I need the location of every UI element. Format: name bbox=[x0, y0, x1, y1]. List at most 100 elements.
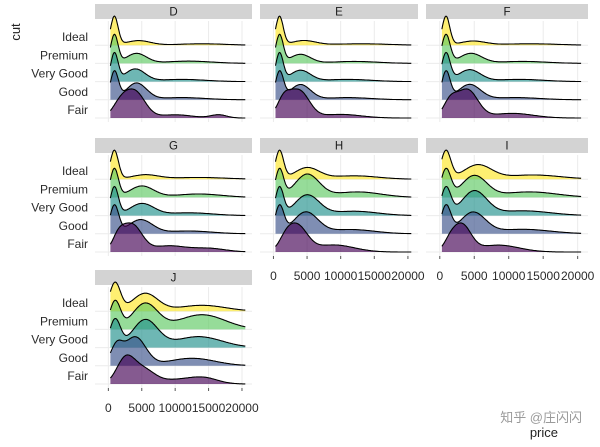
y-tick-label: Premium bbox=[40, 314, 88, 328]
facet-strip bbox=[95, 270, 252, 285]
facet-strip-label: D bbox=[169, 7, 177, 19]
ridge-area-ideal bbox=[441, 16, 582, 46]
ridge-area-fair bbox=[441, 222, 582, 252]
ridge-line-ideal bbox=[109, 149, 246, 180]
facet-strip bbox=[426, 138, 588, 153]
ridge-area-very-good bbox=[110, 318, 246, 348]
ridge-line-premium bbox=[109, 299, 246, 328]
y-tick-label: Very Good bbox=[31, 201, 88, 215]
y-tick-label: Ideal bbox=[62, 296, 88, 310]
facet-strip bbox=[260, 138, 418, 153]
x-tick-label: 15000 bbox=[527, 269, 561, 283]
ridge-line-ideal bbox=[274, 149, 412, 180]
ridge-line-good bbox=[109, 70, 246, 101]
ridge-line-ideal bbox=[441, 15, 582, 46]
x-tick-label: 5000 bbox=[294, 269, 321, 283]
ridge-area-very-good bbox=[441, 186, 582, 216]
ridge-line-premium bbox=[274, 33, 412, 64]
ridge-line-good bbox=[441, 70, 582, 101]
ridge-area-fair bbox=[275, 222, 412, 252]
ridge-area-premium bbox=[110, 34, 246, 64]
facet-strip-label: I bbox=[505, 141, 508, 153]
ridge-area-premium bbox=[275, 168, 412, 198]
ridge-line-fair bbox=[109, 354, 246, 385]
y-tick-label: Premium bbox=[40, 182, 88, 196]
y-tick-label: Fair bbox=[67, 369, 88, 383]
x-tick-label: 20000 bbox=[225, 401, 259, 415]
watermark-text: 知乎 @庄闪闪 bbox=[500, 410, 582, 425]
x-tick-label: 0 bbox=[270, 269, 277, 283]
ridge-area-good bbox=[441, 70, 582, 100]
ridge-area-good bbox=[275, 204, 412, 234]
ridge-area-ideal bbox=[275, 150, 412, 180]
ridge-line-premium bbox=[274, 167, 412, 198]
facet-strip bbox=[260, 4, 418, 19]
facet-strip-label: E bbox=[335, 7, 343, 19]
ridge-line-very-good bbox=[274, 51, 412, 83]
facet-strip-label: H bbox=[335, 141, 343, 153]
ridge-area-very-good bbox=[110, 52, 246, 82]
facet-strip bbox=[95, 138, 252, 153]
ridge-line-fair bbox=[275, 222, 412, 253]
ridge-line-good bbox=[274, 70, 412, 101]
ridge-line-premium bbox=[109, 33, 246, 64]
ridge-line-premium bbox=[441, 167, 582, 198]
facet-strip-label: F bbox=[503, 7, 510, 19]
facet-panel-F: F bbox=[426, 4, 588, 122]
ridge-area-ideal bbox=[110, 16, 246, 46]
ridge-line-fair bbox=[441, 222, 582, 253]
ridge-line-fair bbox=[441, 88, 582, 119]
facet-panels: D Ideal Premium Very Good Good Fair E F G Ideal Pr… bbox=[31, 4, 595, 415]
ridge-line-good bbox=[274, 204, 412, 235]
facet-strip-label: G bbox=[169, 141, 178, 153]
y-tick-label: Good bbox=[59, 351, 88, 365]
ridge-area-good bbox=[275, 70, 412, 100]
y-axis-title: cut bbox=[8, 23, 23, 41]
x-tick-label: 10000 bbox=[158, 401, 192, 415]
y-tick-label: Fair bbox=[67, 103, 88, 117]
y-tick-label: Ideal bbox=[62, 164, 88, 178]
ridge-line-ideal bbox=[274, 15, 412, 46]
ridge-line-good bbox=[441, 204, 582, 234]
ridge-area-ideal bbox=[441, 150, 582, 180]
facet-panel-E: E bbox=[260, 4, 418, 122]
ridge-area-very-good bbox=[110, 186, 246, 216]
ridge-area-very-good bbox=[275, 186, 412, 216]
ridge-area-fair bbox=[110, 222, 246, 252]
x-tick-label: 20000 bbox=[561, 269, 595, 283]
ridge-area-fair bbox=[110, 88, 246, 118]
ridge-area-ideal bbox=[275, 16, 412, 46]
ridge-area-fair bbox=[275, 88, 412, 118]
ridge-line-ideal bbox=[109, 15, 246, 46]
facet-strip bbox=[95, 4, 252, 19]
ridge-line-premium bbox=[441, 33, 582, 64]
ridge-area-fair bbox=[110, 354, 246, 384]
ridge-line-fair bbox=[109, 222, 246, 253]
facet-panel-I: I 0 5000 10000 15000 20000 bbox=[426, 138, 595, 283]
x-tick-label: 5000 bbox=[461, 269, 488, 283]
x-axis-title: price bbox=[530, 425, 558, 440]
ridge-line-fair bbox=[275, 88, 412, 119]
ridge-line-good bbox=[109, 336, 246, 366]
y-tick-label: Very Good bbox=[31, 333, 88, 347]
y-tick-label: Very Good bbox=[31, 67, 88, 81]
facet-strip bbox=[426, 4, 588, 19]
ridge-line-ideal bbox=[441, 149, 582, 179]
y-tick-label: Premium bbox=[40, 48, 88, 62]
ridge-area-good bbox=[110, 204, 246, 234]
facet-panel-G: G Ideal Premium Very Good Good Fair bbox=[31, 138, 252, 256]
ridge-line-very-good bbox=[441, 185, 582, 216]
x-tick-label: 0 bbox=[105, 401, 112, 415]
x-tick-label: 15000 bbox=[192, 401, 226, 415]
facet-panel-J: J Ideal Premium Very Good Good Fair 0 5000 10000… bbox=[31, 270, 259, 415]
x-tick-label: 15000 bbox=[358, 269, 392, 283]
ridge-line-very-good bbox=[441, 51, 582, 83]
ridge-area-fair bbox=[441, 88, 582, 118]
y-tick-label: Good bbox=[59, 85, 88, 99]
ridge-area-premium bbox=[441, 168, 582, 198]
x-tick-label: 20000 bbox=[391, 269, 425, 283]
y-tick-label: Good bbox=[59, 219, 88, 233]
x-tick-label: 10000 bbox=[324, 269, 358, 283]
x-tick-label: 5000 bbox=[128, 401, 155, 415]
